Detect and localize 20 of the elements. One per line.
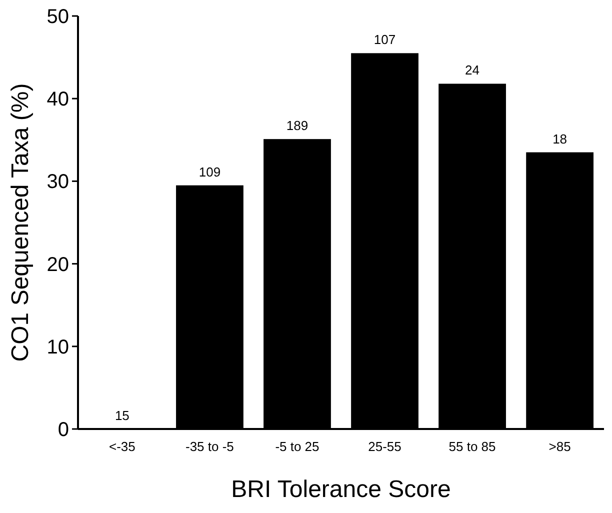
x-tick-label: -35 to -5: [186, 439, 234, 454]
annotation: 15: [114, 408, 130, 423]
x-tick-label: -5 to 25: [275, 439, 320, 454]
y-tick-label: 10: [46, 336, 69, 358]
annotation: 107: [374, 32, 396, 48]
annotation: 18: [552, 131, 568, 146]
annotation: 189: [286, 118, 308, 134]
annotation: 24: [465, 62, 480, 78]
x-tick-label: 55 to 85: [448, 439, 496, 454]
y-tick-label: 20: [46, 254, 69, 276]
y-tick-label: 0: [58, 419, 69, 441]
y-tick-label: 40: [46, 88, 69, 111]
x-tick-label: 25-55: [368, 439, 402, 454]
annotation: 109: [198, 164, 221, 180]
x-tick-label: >85: [548, 439, 571, 454]
x-axis-title: BRI Tolerance Score: [231, 476, 451, 503]
y-tick-label: 50: [46, 6, 69, 28]
x-tick-label: <-35: [109, 439, 136, 454]
y-axis-title: CO1 Sequenced Taxa (%): [7, 83, 34, 362]
y-tick-label: 30: [46, 171, 69, 194]
